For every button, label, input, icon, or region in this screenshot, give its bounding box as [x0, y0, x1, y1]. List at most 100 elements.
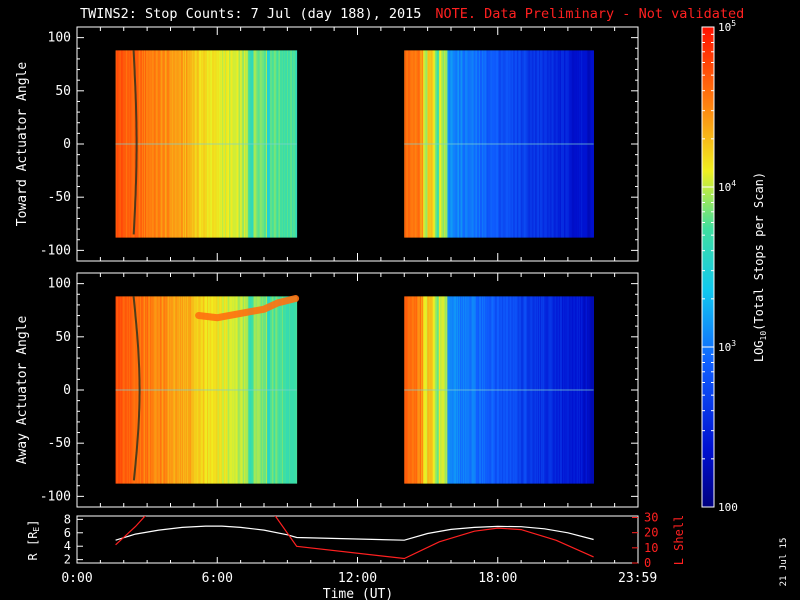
heatmap-column-away — [465, 296, 467, 484]
heatmap-column-toward — [484, 50, 486, 238]
heatmap-column-toward — [482, 50, 484, 238]
heatmap-column-toward — [165, 50, 167, 238]
heatmap-column-away — [270, 296, 272, 484]
heatmap-column-toward — [122, 50, 125, 238]
heatmap-column-away — [261, 296, 264, 484]
away-x-ticks — [76, 273, 639, 507]
heatmap-column-toward — [566, 50, 568, 238]
heatmap-column-away — [194, 296, 196, 484]
heatmap-column-toward — [563, 50, 565, 238]
heatmap-column-away — [221, 296, 224, 484]
heatmap-column-away — [583, 296, 585, 484]
time-tick-label: 6:00 — [202, 571, 233, 586]
radius-tick-label: 8 — [64, 512, 71, 526]
heatmap-column-toward — [147, 50, 149, 238]
heatmap-column-away — [568, 296, 570, 484]
heatmap-column-away — [408, 296, 410, 484]
heatmap-column-away — [253, 296, 255, 484]
heatmap-column-toward — [449, 50, 451, 238]
heatmap-column-away — [247, 296, 249, 484]
heatmap-column-away — [282, 296, 285, 484]
heatmap-column-toward — [153, 50, 155, 238]
heatmap-column-away — [123, 296, 126, 484]
heatmap-column-toward — [471, 50, 474, 238]
heatmap-column-toward — [174, 50, 176, 238]
heatmap-column-away — [494, 296, 497, 484]
heatmap-column-toward — [177, 50, 180, 238]
heatmap-column-toward — [233, 50, 235, 238]
heatmap-column-toward — [571, 50, 573, 238]
heatmap-column-toward — [128, 50, 130, 238]
heatmap-column-away — [231, 296, 233, 484]
heatmap-column-away — [521, 296, 523, 484]
heatmap-column-away — [170, 296, 172, 484]
heatmap-column-away — [172, 296, 174, 484]
heatmap-column-toward — [269, 50, 271, 238]
heatmap-column-away — [140, 296, 143, 484]
heatmap-column-away — [405, 296, 407, 484]
heatmap-column-toward — [517, 50, 520, 238]
heatmap-column-toward — [528, 50, 530, 238]
heatmap-column-away — [539, 296, 542, 484]
heatmap-column-toward — [496, 50, 499, 238]
lshell-tick-label: 0 — [644, 556, 651, 570]
heatmap-column-away — [543, 296, 545, 484]
heatmap-column-away — [479, 296, 482, 484]
heatmap-column-away — [153, 296, 155, 484]
heatmap-column-away — [133, 296, 135, 484]
heatmap-column-away — [259, 296, 262, 484]
heatmap-column-away — [529, 296, 531, 484]
heatmap-column-toward — [275, 50, 277, 238]
heatmap-column-away — [196, 296, 199, 484]
heatmap-column-toward — [418, 50, 421, 238]
heatmap-column-away — [409, 296, 411, 484]
heatmap-column-toward — [452, 50, 455, 238]
heatmap-column-away — [536, 296, 539, 484]
heatmap-column-away — [277, 296, 280, 484]
heatmap-column-away — [190, 296, 192, 484]
heatmap-column-away — [187, 296, 189, 484]
heatmap-column-toward — [255, 50, 257, 238]
heatmap-column-toward — [483, 50, 485, 238]
heatmap-column-toward — [470, 50, 472, 238]
heatmap-column-toward — [569, 50, 571, 238]
heatmap-column-toward — [453, 50, 456, 238]
heatmap-column-toward — [209, 50, 211, 238]
heatmap-column-away — [256, 296, 258, 484]
heatmap-column-toward — [443, 50, 445, 238]
time-tick-label: 0:00 — [61, 571, 92, 586]
heatmap-column-away — [587, 296, 589, 484]
heatmap-column-toward — [503, 50, 505, 238]
heatmap-column-toward — [413, 50, 416, 238]
heatmap-column-away — [162, 296, 165, 484]
heatmap-column-toward — [213, 50, 215, 238]
heatmap-column-away — [413, 296, 416, 484]
heatmap-column-toward — [504, 50, 506, 238]
heatmap-column-away — [142, 296, 145, 484]
heatmap-column-away — [278, 296, 281, 484]
heatmap-column-toward — [589, 50, 591, 238]
heatmap-column-toward — [422, 50, 424, 238]
heatmap-column-toward — [228, 50, 230, 238]
heatmap-column-toward — [292, 50, 294, 238]
heatmap-column-toward — [476, 50, 479, 238]
heatmap-column-away — [175, 296, 177, 484]
heatmap-column-toward — [466, 50, 468, 238]
heatmap-column-away — [147, 296, 149, 484]
heatmap-column-toward — [559, 50, 562, 238]
heatmap-column-away — [236, 296, 238, 484]
heatmap-column-toward — [577, 50, 580, 238]
heatmap-column-toward — [407, 50, 409, 238]
heatmap-column-toward — [247, 50, 249, 238]
heatmap-column-toward — [576, 50, 579, 238]
heatmap-column-away — [554, 296, 557, 484]
heatmap-column-toward — [545, 50, 547, 238]
heatmap-column-away — [417, 296, 420, 484]
heatmap-column-away — [579, 296, 582, 484]
heatmap-column-away — [152, 296, 154, 484]
heatmap-column-toward — [252, 50, 254, 238]
heatmap-column-toward — [536, 50, 539, 238]
heatmap-column-away — [526, 296, 528, 484]
heatmap-column-away — [291, 296, 293, 484]
